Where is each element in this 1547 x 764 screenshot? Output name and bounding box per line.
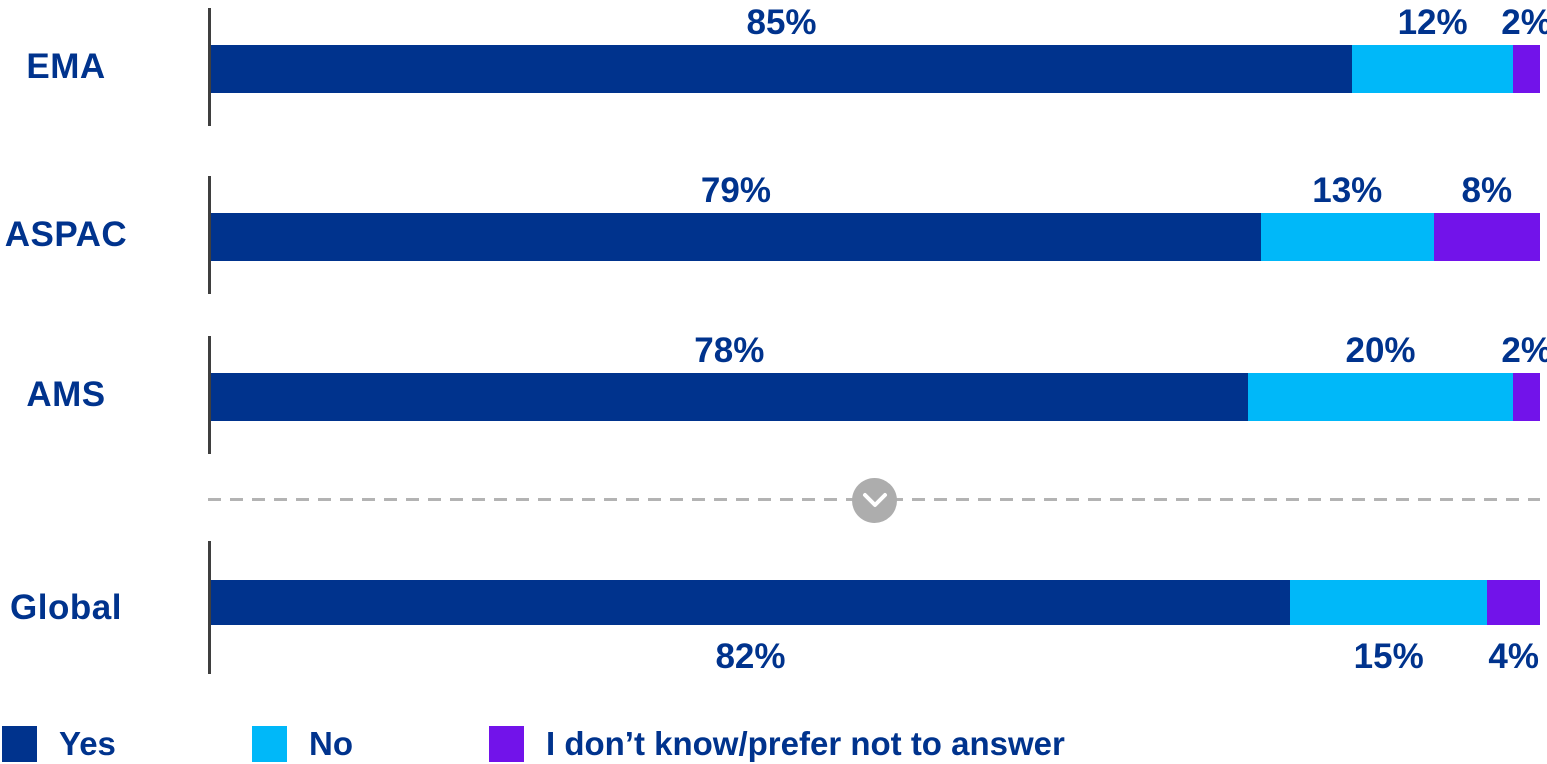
chart-row-ams: AMS 78% 20% 2% — [0, 331, 1547, 454]
value-label-yes: 85% — [746, 3, 817, 42]
stacked-bar-aspac — [211, 213, 1540, 261]
value-label-yes: 79% — [700, 171, 771, 210]
plot-area-ema: 85% 12% 2% — [208, 3, 1547, 126]
value-label-no: 12% — [1397, 3, 1468, 42]
value-labels-ema: 85% 12% 2% — [211, 3, 1547, 45]
bar-segment-no — [1260, 213, 1434, 261]
bar-segment-idk — [1487, 580, 1540, 625]
legend-item-yes: Yes — [2, 725, 252, 763]
value-labels-global: 82% 15% 4% — [211, 625, 1540, 674]
plot-area-aspac: 79% 13% 8% — [208, 171, 1540, 294]
plot-area-ams: 78% 20% 2% — [208, 331, 1547, 454]
legend-swatch-no — [252, 726, 287, 762]
legend-swatch-idk — [489, 726, 524, 762]
axis-tick — [208, 336, 211, 454]
value-label-idk: 2% — [1501, 331, 1547, 370]
legend-label-idk: I don’t know/prefer not to answer — [546, 725, 1065, 762]
bar-segment-no — [1247, 373, 1514, 421]
bar-segment-no — [1352, 45, 1514, 93]
value-labels-aspac: 79% 13% 8% — [211, 171, 1540, 213]
stacked-bar-ams — [211, 373, 1540, 421]
stacked-bar-ema — [211, 45, 1540, 93]
plot-area-global: 82% 15% 4% — [208, 541, 1540, 674]
legend-label-yes: Yes — [59, 725, 116, 762]
value-label-no: 13% — [1312, 171, 1383, 210]
value-label-idk: 8% — [1461, 171, 1513, 210]
value-label-no: 20% — [1345, 331, 1416, 370]
bar-segment-yes — [211, 373, 1248, 421]
bar-segment-idk — [1433, 213, 1540, 261]
category-label-ams: AMS — [26, 375, 106, 414]
bar-segment-idk — [1513, 45, 1540, 93]
chart-row-ema: EMA 85% 12% 2% — [0, 3, 1547, 126]
bar-segment-yes — [211, 45, 1353, 93]
value-label-idk: 2% — [1501, 3, 1547, 42]
chart-row-aspac: ASPAC 79% 13% 8% — [0, 171, 1547, 294]
value-label-idk: 4% — [1488, 637, 1539, 676]
legend: Yes No I don’t know/prefer not to answer — [2, 725, 1547, 763]
chart-row-global: Global 82% 15% 4% — [0, 541, 1547, 674]
value-labels-ams: 78% 20% 2% — [211, 331, 1547, 373]
legend-item-no: No — [252, 725, 489, 763]
category-label-ema: EMA — [26, 47, 106, 86]
value-label-no: 15% — [1353, 637, 1424, 676]
chevron-down-icon — [861, 492, 889, 510]
bar-segment-idk — [1513, 373, 1540, 421]
axis-tick — [208, 541, 211, 674]
stacked-bar-global — [211, 580, 1540, 625]
legend-label-no: No — [309, 725, 353, 762]
bar-segment-yes — [211, 580, 1290, 625]
legend-swatch-yes — [2, 726, 37, 762]
axis-tick — [208, 176, 211, 294]
axis-tick — [208, 8, 211, 126]
expand-divider-button[interactable] — [852, 478, 897, 523]
bar-segment-yes — [211, 213, 1261, 261]
section-divider — [0, 478, 1547, 523]
category-label-aspac: ASPAC — [4, 215, 128, 254]
value-label-yes: 78% — [694, 331, 765, 370]
bar-segment-no — [1289, 580, 1488, 625]
category-label-global: Global — [10, 587, 122, 627]
value-label-yes: 82% — [715, 637, 786, 676]
legend-item-idk: I don’t know/prefer not to answer — [489, 725, 1065, 763]
